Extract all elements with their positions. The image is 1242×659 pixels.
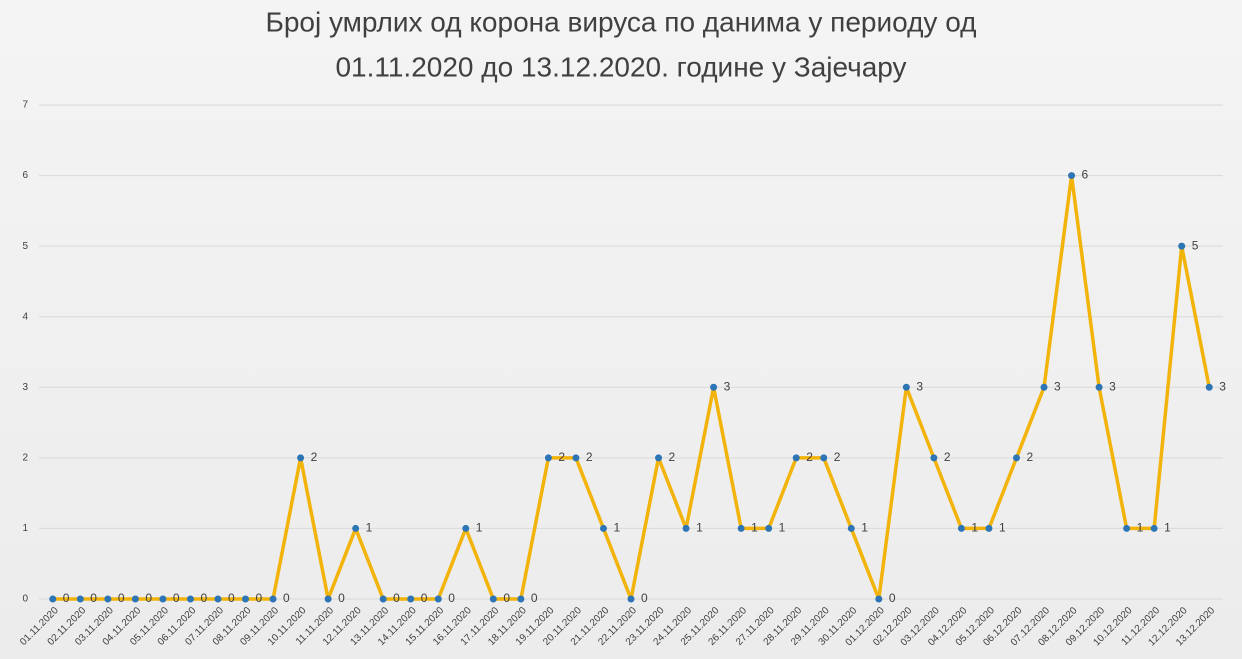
- data-label: 0: [531, 591, 538, 605]
- data-point: [186, 595, 194, 603]
- data-label: 6: [1082, 168, 1089, 182]
- data-label: 2: [558, 450, 565, 464]
- data-point: [682, 524, 690, 532]
- data-label: 1: [971, 521, 978, 535]
- data-label: 2: [806, 450, 813, 464]
- data-point: [269, 595, 277, 603]
- data-point: [159, 595, 167, 603]
- chart-title: 01.11.2020 до 13.12.2020. године у Зајеч…: [335, 51, 906, 82]
- chart-title: Број умрлих од корона вируса по данима у…: [265, 6, 976, 37]
- y-tick-label: 5: [22, 241, 28, 252]
- data-label: 3: [724, 379, 731, 393]
- y-tick-label: 2: [22, 452, 28, 463]
- data-point: [104, 595, 112, 603]
- data-point: [1068, 172, 1076, 180]
- data-label: 2: [944, 450, 951, 464]
- data-label: 0: [338, 591, 345, 605]
- data-point: [1205, 383, 1213, 391]
- data-label: 2: [834, 450, 841, 464]
- data-point: [324, 595, 332, 603]
- data-label: 1: [696, 521, 703, 535]
- data-point: [599, 524, 607, 532]
- data-label: 0: [228, 591, 235, 605]
- data-point: [49, 595, 57, 603]
- y-tick-label: 1: [22, 523, 28, 534]
- data-point: [76, 595, 84, 603]
- data-point: [957, 524, 965, 532]
- data-label: 0: [641, 591, 648, 605]
- data-point: [131, 595, 139, 603]
- data-point: [737, 524, 745, 532]
- data-label: 2: [669, 450, 676, 464]
- data-point: [902, 383, 910, 391]
- data-point: [1040, 383, 1048, 391]
- data-label: 0: [118, 591, 125, 605]
- data-label: 2: [586, 450, 593, 464]
- data-label: 1: [366, 521, 373, 535]
- data-label: 3: [1054, 379, 1061, 393]
- data-label: 3: [1109, 379, 1116, 393]
- data-label: 1: [1137, 521, 1144, 535]
- data-label: 0: [200, 591, 207, 605]
- data-label: 1: [476, 521, 483, 535]
- data-point: [242, 595, 250, 603]
- data-point: [710, 383, 718, 391]
- data-label: 1: [779, 521, 786, 535]
- data-point: [820, 454, 828, 462]
- data-label: 0: [889, 591, 896, 605]
- y-tick-label: 0: [22, 594, 28, 605]
- data-point: [847, 524, 855, 532]
- data-point: [1178, 242, 1186, 250]
- data-label: 0: [503, 591, 510, 605]
- data-label: 0: [90, 591, 97, 605]
- data-label: 3: [916, 379, 923, 393]
- data-point: [352, 524, 360, 532]
- data-label: 1: [861, 521, 868, 535]
- data-point: [765, 524, 773, 532]
- y-tick-label: 7: [22, 100, 28, 111]
- data-label: 3: [1219, 379, 1226, 393]
- data-label: 0: [145, 591, 152, 605]
- y-tick-label: 6: [22, 170, 28, 181]
- y-tick-label: 3: [22, 382, 28, 393]
- data-label: 1: [1164, 521, 1171, 535]
- data-point: [517, 595, 525, 603]
- data-point: [214, 595, 222, 603]
- data-label: 1: [751, 521, 758, 535]
- data-point: [655, 454, 663, 462]
- data-point: [1095, 383, 1103, 391]
- data-point: [1150, 524, 1158, 532]
- data-label: 0: [63, 591, 70, 605]
- data-point: [489, 595, 497, 603]
- data-point: [434, 595, 442, 603]
- data-point: [462, 524, 470, 532]
- data-label: 0: [173, 591, 180, 605]
- data-point: [297, 454, 305, 462]
- y-tick-label: 4: [22, 311, 28, 322]
- data-label: 5: [1192, 238, 1199, 252]
- data-point: [407, 595, 415, 603]
- data-label: 0: [393, 591, 400, 605]
- data-label: 0: [421, 591, 428, 605]
- data-label: 0: [256, 591, 263, 605]
- data-point: [544, 454, 552, 462]
- data-point: [930, 454, 938, 462]
- data-label: 0: [283, 591, 290, 605]
- data-point: [1123, 524, 1131, 532]
- data-label: 0: [448, 591, 455, 605]
- data-point: [627, 595, 635, 603]
- data-label: 2: [1026, 450, 1033, 464]
- data-point: [985, 524, 993, 532]
- data-point: [1012, 454, 1020, 462]
- data-point: [792, 454, 800, 462]
- data-point: [875, 595, 883, 603]
- data-point: [572, 454, 580, 462]
- data-label: 1: [999, 521, 1006, 535]
- data-point: [379, 595, 387, 603]
- data-label: 2: [311, 450, 318, 464]
- data-label: 1: [613, 521, 620, 535]
